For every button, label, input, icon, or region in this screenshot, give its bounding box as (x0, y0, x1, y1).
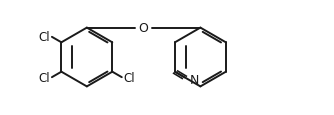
Text: N: N (190, 73, 199, 86)
Text: Cl: Cl (124, 71, 135, 84)
Text: Cl: Cl (39, 71, 50, 84)
Text: O: O (139, 22, 149, 35)
Text: Cl: Cl (39, 31, 50, 44)
